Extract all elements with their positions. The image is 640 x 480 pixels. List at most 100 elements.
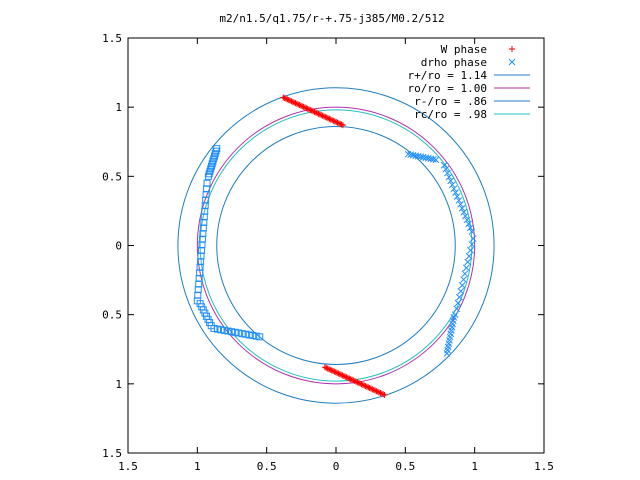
plus-marker: [369, 386, 376, 393]
plus-marker: [357, 380, 364, 387]
cross-marker: [467, 246, 474, 254]
plus-marker: [373, 388, 380, 395]
plus-marker: [365, 384, 372, 391]
plus-marker: [366, 384, 373, 391]
plus-marker: [363, 383, 370, 390]
plus-marker: [311, 108, 318, 115]
plus-marker: [351, 378, 358, 385]
plus-marker: [359, 381, 366, 388]
plus-marker: [301, 104, 308, 111]
square-marker: [249, 332, 257, 340]
plus-marker: [509, 46, 515, 52]
plus-marker: [327, 116, 334, 123]
plus-marker: [285, 96, 292, 103]
plus-marker: [284, 96, 291, 103]
square-marker: [228, 328, 236, 336]
plus-marker: [291, 99, 298, 106]
cross-marker: [508, 58, 516, 66]
plus-marker: [307, 107, 314, 114]
cross-marker: [457, 200, 464, 208]
plus-marker: [327, 366, 334, 373]
plus-marker: [306, 106, 313, 113]
cross-marker: [407, 151, 414, 159]
plus-marker: [280, 94, 287, 101]
radius-circles: [177, 87, 495, 404]
plus-marker: [320, 113, 327, 120]
plus-marker: [343, 374, 350, 381]
plus-marker: [297, 102, 304, 109]
legend-label: r+/ro = 1.14: [408, 69, 488, 82]
plus-marker: [338, 371, 345, 378]
cross-marker: [465, 220, 472, 228]
tick-labels: 1.5 1 0.5 0 0.5 1 1.51.510.500.511.5: [102, 32, 554, 473]
plus-marker: [303, 105, 310, 112]
y-tick-label: 1.5: [102, 32, 122, 45]
axis-ticks: [127, 37, 545, 454]
cross-marker: [462, 212, 469, 220]
y-tick-label: 0.5: [102, 170, 122, 183]
plus-marker: [292, 100, 299, 107]
legend-label: W phase: [441, 43, 487, 56]
cross-marker: [458, 282, 466, 289]
plus-marker: [318, 112, 325, 119]
y-tick-label: 1: [115, 101, 122, 114]
plus-marker: [347, 376, 354, 383]
cross-marker: [454, 299, 462, 307]
plus-marker: [381, 391, 388, 398]
plus-marker: [322, 113, 329, 120]
cross-marker: [443, 350, 451, 357]
cross-marker: [412, 152, 420, 160]
plus-marker: [358, 381, 365, 388]
plus-marker: [326, 115, 333, 122]
cross-marker: [458, 204, 466, 212]
square-marker: [213, 325, 221, 333]
cross-marker: [429, 155, 437, 163]
plus-marker: [300, 103, 307, 110]
series-points: [280, 94, 388, 398]
cross-marker: [409, 151, 417, 159]
plus-marker: [315, 110, 322, 117]
radius-circle: [216, 126, 456, 365]
y-tick-label: 0.5: [102, 309, 122, 322]
plus-marker: [325, 115, 332, 122]
plus-marker: [323, 364, 330, 371]
cross-marker: [450, 185, 458, 193]
plus-marker: [367, 385, 374, 392]
plus-marker: [295, 101, 302, 108]
plus-marker: [310, 108, 317, 115]
cross-marker: [464, 258, 472, 266]
cross-marker: [417, 153, 425, 161]
plus-marker: [316, 111, 323, 118]
cross-marker: [427, 155, 435, 163]
plus-marker: [331, 118, 338, 125]
plus-marker: [334, 119, 341, 126]
square-marker: [221, 326, 229, 334]
radius-circle: [177, 87, 495, 404]
legend-label: drho phase: [421, 56, 487, 69]
plus-marker: [378, 390, 385, 397]
square-marker: [224, 327, 232, 335]
x-tick-label: 1.5: [534, 460, 554, 473]
plus-marker: [340, 373, 347, 380]
square-marker: [245, 331, 253, 339]
cross-marker: [404, 150, 412, 158]
plus-marker: [335, 370, 342, 377]
plus-marker: [287, 97, 294, 104]
plus-marker: [374, 388, 381, 395]
cross-marker: [461, 270, 469, 278]
plus-marker: [293, 100, 300, 107]
plus-marker: [346, 375, 353, 382]
plus-marker: [354, 379, 361, 386]
cross-marker: [466, 224, 474, 232]
cross-marker: [453, 193, 461, 200]
plus-marker: [324, 365, 331, 372]
cross-marker: [448, 181, 456, 189]
plus-marker: [332, 369, 339, 376]
plus-marker: [329, 117, 336, 124]
plus-marker: [319, 112, 326, 119]
plus-marker: [344, 374, 351, 381]
cross-marker: [463, 216, 471, 224]
square-marker: [242, 330, 250, 338]
series-points: [404, 150, 477, 357]
plus-marker: [342, 373, 349, 380]
